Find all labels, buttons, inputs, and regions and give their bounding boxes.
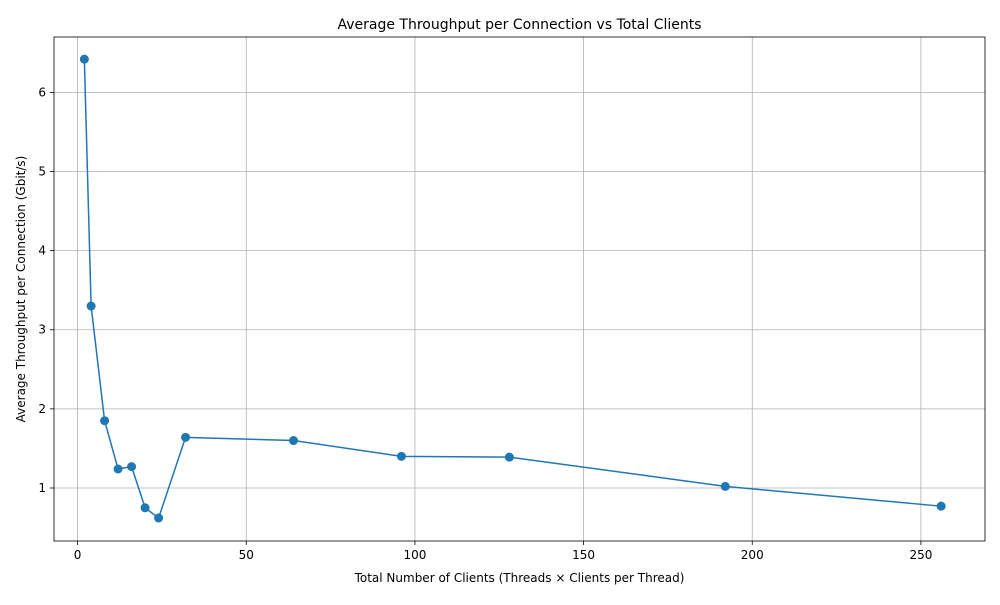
data-point (86, 301, 96, 311)
y-tick-label: 1 (38, 481, 46, 495)
y-tick-label: 4 (38, 244, 46, 258)
y-tick-label: 6 (38, 85, 46, 99)
y-tick-label: 5 (38, 165, 46, 179)
x-axis-label: Total Number of Clients (Threads × Clien… (354, 571, 685, 585)
data-point (79, 54, 89, 64)
data-point (140, 503, 150, 513)
data-point (181, 432, 191, 442)
data-point (154, 513, 164, 523)
x-tick-label: 250 (909, 548, 932, 562)
data-point (288, 436, 298, 446)
data-point (720, 481, 730, 491)
data-point (396, 451, 406, 461)
data-point (127, 462, 137, 472)
data-point (504, 452, 514, 462)
data-point (100, 416, 110, 426)
data-point (936, 501, 946, 511)
y-axis-label: Average Throughput per Connection (Gbit/… (14, 156, 28, 423)
y-tick-label: 3 (38, 323, 46, 337)
x-tick-label: 50 (239, 548, 254, 562)
x-tick-label: 100 (403, 548, 426, 562)
grid (54, 37, 985, 541)
series-line (83, 59, 942, 520)
data-point (113, 464, 123, 474)
x-tick-label: 150 (572, 548, 595, 562)
series-layer (79, 54, 946, 523)
x-tick-label: 0 (74, 548, 82, 562)
y-tick-label: 2 (38, 402, 46, 416)
x-tick-label: 200 (741, 548, 764, 562)
chart-title: Average Throughput per Connection vs Tot… (337, 17, 701, 33)
plot-frame (53, 36, 986, 542)
ticks: 0 50 100 150 200 250 1 2 3 4 5 6 (38, 85, 932, 562)
